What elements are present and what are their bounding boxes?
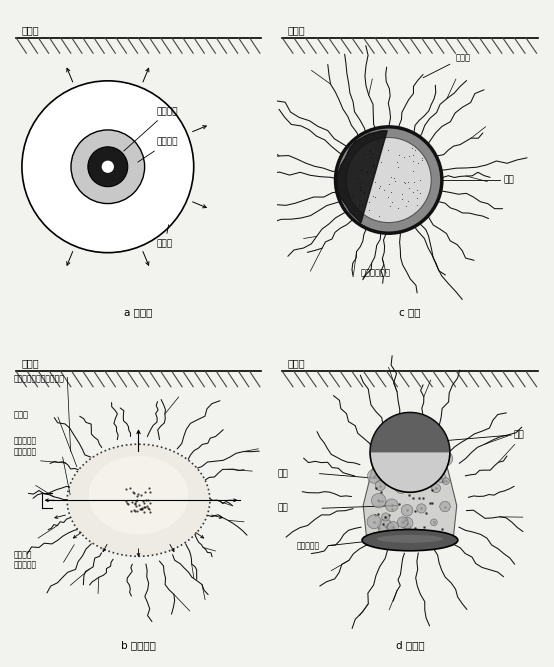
Text: 地表面: 地表面 [288,358,305,368]
Circle shape [336,127,442,233]
Circle shape [401,504,413,516]
Circle shape [367,515,381,529]
Ellipse shape [89,456,188,534]
Ellipse shape [377,535,443,543]
Circle shape [397,517,408,528]
Text: 地表面: 地表面 [288,25,305,35]
Circle shape [378,519,393,534]
Text: 地表面: 地表面 [21,358,39,368]
Text: 继续向外
发展的空腺: 继续向外 发展的空腺 [14,550,37,570]
Circle shape [430,519,437,526]
Circle shape [433,460,441,468]
Circle shape [443,478,449,484]
Text: 液化岩石: 液化岩石 [138,137,178,162]
Circle shape [370,412,450,492]
Text: 经地面反射
后的冲击波: 经地面反射 后的冲击波 [14,437,37,456]
Circle shape [88,147,128,187]
Circle shape [380,460,392,473]
Text: 放射性蕺底: 放射性蕺底 [296,541,320,550]
Text: d 稳定后: d 稳定后 [396,640,424,650]
Circle shape [386,499,398,512]
Text: 张裂隙: 张裂隙 [14,410,29,420]
Polygon shape [336,131,387,223]
Circle shape [404,524,411,530]
Text: b 几百毫秒: b 几百毫秒 [121,640,156,650]
Text: 冷凝的玻璃体: 冷凝的玻璃体 [361,269,391,277]
Text: a 几毫秒: a 几毫秒 [124,307,153,317]
Circle shape [346,137,431,223]
Polygon shape [370,413,450,452]
Circle shape [436,448,450,462]
Circle shape [376,468,390,483]
Polygon shape [363,447,456,546]
Text: 地表面: 地表面 [21,25,39,35]
Circle shape [440,502,450,512]
Circle shape [22,81,194,253]
Circle shape [437,473,446,483]
Ellipse shape [362,530,458,551]
Circle shape [371,494,386,508]
Ellipse shape [67,444,210,556]
Circle shape [102,161,114,173]
Circle shape [394,480,408,494]
Circle shape [382,513,389,521]
Text: 碎石: 碎石 [277,504,288,513]
Circle shape [401,517,413,529]
Text: 经空腺上沿反射的冲击波: 经空腺上沿反射的冲击波 [14,374,64,384]
Circle shape [432,484,440,493]
Circle shape [428,448,437,456]
Text: 空洞: 空洞 [514,431,525,440]
Circle shape [387,523,395,532]
Circle shape [71,130,145,203]
Circle shape [388,522,399,532]
Circle shape [375,481,385,491]
Text: 烟囱: 烟囱 [277,469,288,478]
Text: 气化岩石: 气化岩石 [124,107,178,151]
Circle shape [367,470,381,483]
Text: 空腺: 空腺 [503,175,514,185]
Text: 张裂隙: 张裂隙 [423,53,470,78]
Text: c 几秒: c 几秒 [399,307,420,317]
Circle shape [372,453,387,467]
Text: 冲击波: 冲击波 [157,225,173,248]
Circle shape [417,504,426,513]
Circle shape [433,464,446,476]
Circle shape [438,452,453,466]
